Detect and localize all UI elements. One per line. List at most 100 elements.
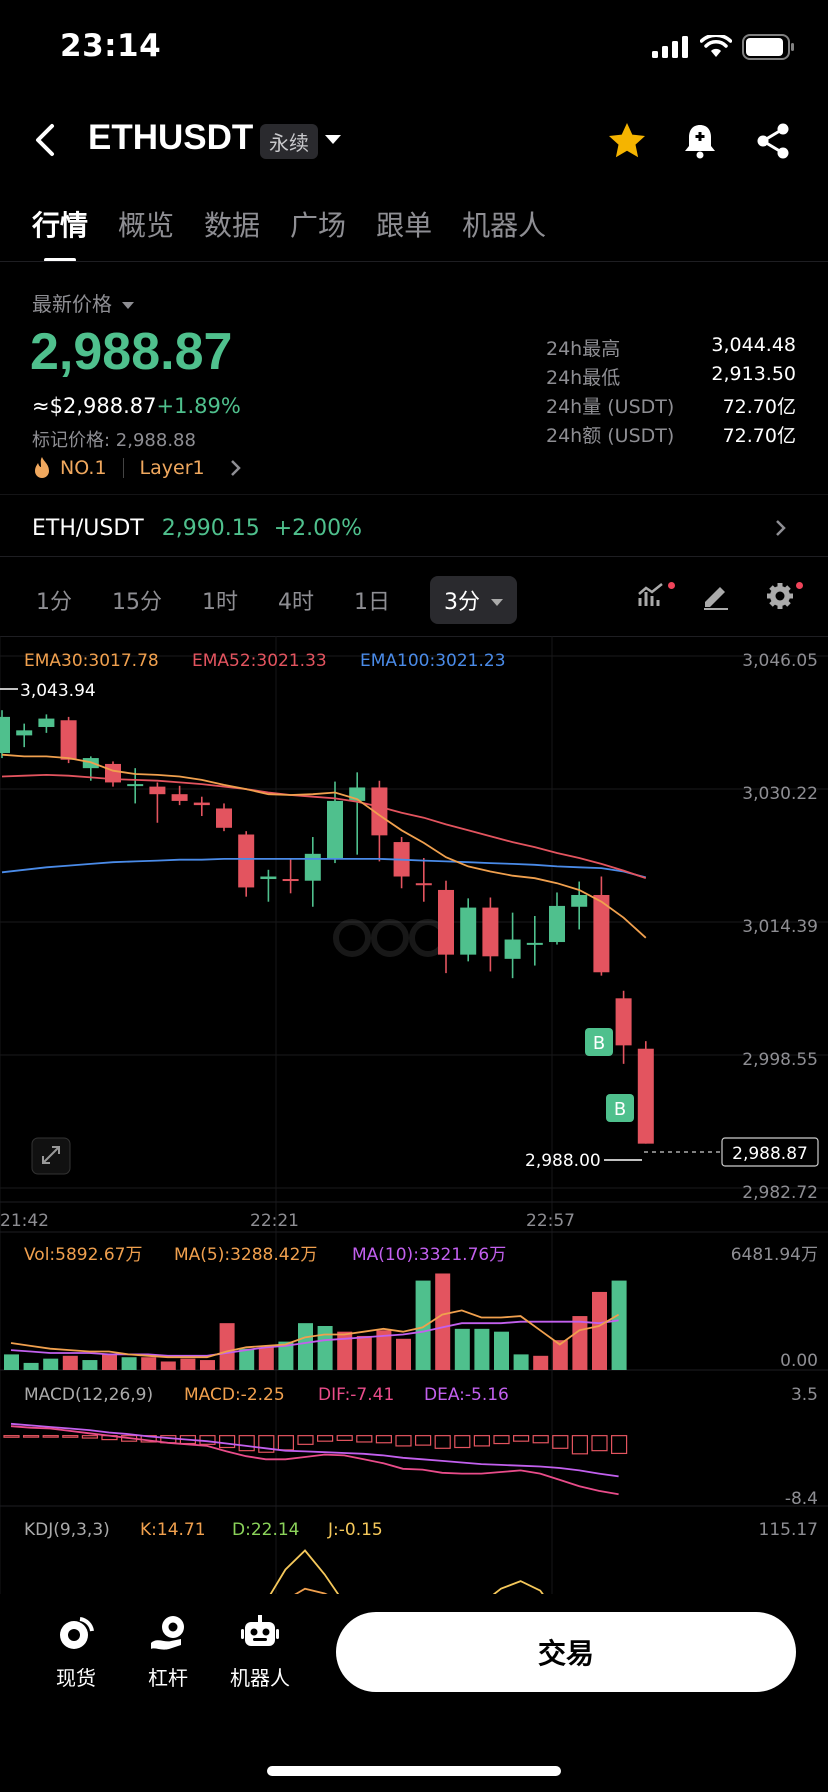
volume-bar xyxy=(23,1362,39,1370)
nav-bots[interactable]: 机器人 xyxy=(220,1610,300,1691)
status-icons xyxy=(652,34,796,60)
24h-stats: 24h最高 3,044.48 24h最低 2,913.50 24h量 (USDT) 7… xyxy=(546,334,796,450)
macd-bar xyxy=(277,1435,294,1451)
chevron-right-icon[interactable] xyxy=(774,518,788,538)
bell-icon[interactable] xyxy=(679,120,721,162)
volume-bar xyxy=(513,1354,529,1370)
nav-spot[interactable]: 现货 xyxy=(36,1610,116,1691)
tab-bots[interactable]: 机器人 xyxy=(462,209,547,242)
time-tick: 22:21 xyxy=(250,1211,299,1231)
indicator-button[interactable] xyxy=(636,580,675,616)
ma5-legend: MA(5):3288.42万 xyxy=(174,1245,317,1265)
ma10-legend: MA(10):3321.76万 xyxy=(352,1245,506,1265)
interval-4h[interactable]: 4时 xyxy=(278,590,314,615)
stat-high: 24h最高 3,044.48 xyxy=(546,334,796,363)
chevron-down-icon[interactable] xyxy=(324,134,342,146)
volume-bar xyxy=(533,1355,549,1370)
candle-body xyxy=(216,808,232,828)
ema100-legend: EMA100:3021.23 xyxy=(360,651,506,671)
volume-bar xyxy=(337,1331,353,1370)
volume-bar xyxy=(160,1361,176,1370)
tab-copy-trading[interactable]: 跟单 xyxy=(376,209,433,242)
wifi-icon xyxy=(700,35,732,57)
macd-bar xyxy=(81,1435,99,1439)
interval-1m[interactable]: 1分 xyxy=(36,590,72,615)
ema52-line xyxy=(1,773,647,880)
trade-button[interactable]: 交易 xyxy=(336,1612,796,1692)
rank-row[interactable]: NO.1 Layer1 xyxy=(32,456,243,480)
macd-title: MACD(12,26,9) xyxy=(24,1385,153,1405)
macd-bar xyxy=(336,1435,353,1441)
macd-bar xyxy=(591,1435,608,1452)
volume-bar xyxy=(239,1348,255,1370)
tab-data[interactable]: 数据 xyxy=(204,209,261,242)
time-tick: 21:42 xyxy=(0,1211,49,1231)
candle-body xyxy=(526,942,543,945)
spot-change: +2.00% xyxy=(273,516,363,541)
nav-margin[interactable]: 杠杆 xyxy=(128,1610,208,1691)
expand-chart-button[interactable] xyxy=(31,1137,71,1175)
candle-body xyxy=(415,883,432,886)
spot-pair-row[interactable]: ETH/USDT 2,990.15 +2.00% xyxy=(32,516,362,541)
low-marker: 2,988.00 xyxy=(525,1151,601,1171)
chevron-right-icon xyxy=(230,460,241,476)
j-line xyxy=(269,1549,544,1594)
ema-lines xyxy=(1,753,647,939)
ma5-line xyxy=(10,1309,620,1359)
candle-body xyxy=(127,784,144,787)
k-line xyxy=(294,1587,328,1594)
volume-ma-lines xyxy=(10,1309,620,1359)
volume-bar xyxy=(62,1355,78,1370)
interval-selected[interactable]: 3分 xyxy=(430,576,517,624)
macd-bar xyxy=(219,1435,236,1449)
battery-icon xyxy=(742,34,794,60)
caret-down-icon xyxy=(122,301,135,309)
interval-15m[interactable]: 15分 xyxy=(112,590,162,615)
volume-bar xyxy=(356,1335,372,1370)
pencil-icon xyxy=(704,587,728,610)
ema100-line xyxy=(1,857,647,879)
volume-bars xyxy=(4,1273,627,1370)
home-indicator xyxy=(267,1766,561,1776)
spot-pair: ETH/USDT xyxy=(32,516,144,541)
mark-price: 标记价格: 2,988.88 xyxy=(32,430,196,451)
ma10-line xyxy=(10,1319,619,1357)
volume-bar xyxy=(396,1338,411,1370)
category-tag: Layer1 xyxy=(139,457,205,479)
star-icon[interactable] xyxy=(606,120,648,162)
high-marker: 3,043.94 xyxy=(20,681,96,701)
indicator-icon xyxy=(638,583,663,606)
stat-turnover: 24h额 (USDT) 72.70亿 xyxy=(546,421,796,450)
perpetual-badge: 永续 xyxy=(260,124,318,159)
back-icon[interactable] xyxy=(28,120,64,160)
volume-bar xyxy=(102,1354,117,1370)
chart-settings-button[interactable] xyxy=(764,580,803,616)
tab-overview[interactable]: 概览 xyxy=(118,209,175,242)
tab-market[interactable]: 行情 xyxy=(32,204,88,262)
stat-volume: 24h量 (USDT) 72.70亿 xyxy=(546,392,796,421)
dea-legend: DEA:-5.16 xyxy=(424,1385,509,1405)
gear-icon xyxy=(767,583,793,609)
interval-1d[interactable]: 1日 xyxy=(354,590,390,615)
d-legend: D:22.14 xyxy=(232,1520,300,1540)
macd-bar xyxy=(610,1435,628,1455)
rank-divider xyxy=(122,458,124,478)
price-tick: 3,014.39 xyxy=(742,917,818,937)
draw-button[interactable] xyxy=(700,580,736,616)
pair-title[interactable]: ETHUSDT xyxy=(88,118,254,157)
macd-bar xyxy=(473,1435,490,1447)
kdj-title: KDJ(9,3,3) xyxy=(24,1520,110,1540)
interval-1h[interactable]: 1时 xyxy=(202,590,238,615)
latest-price-label[interactable]: 最新价格 xyxy=(32,288,135,317)
candle-body xyxy=(371,787,388,836)
j-legend: J:-0.15 xyxy=(327,1520,383,1540)
macd-min: -8.4 xyxy=(785,1489,818,1509)
tab-square[interactable]: 广场 xyxy=(290,209,347,242)
kline-chart[interactable]: EMA30:3017.78 EMA52:3021.33 EMA100:3021.… xyxy=(0,636,828,1594)
volume-bar xyxy=(552,1340,568,1370)
macd-bar xyxy=(297,1435,314,1445)
share-icon[interactable] xyxy=(752,120,794,162)
candle-body xyxy=(149,786,166,795)
ema30-line xyxy=(1,753,647,939)
volume-bar xyxy=(376,1330,392,1370)
